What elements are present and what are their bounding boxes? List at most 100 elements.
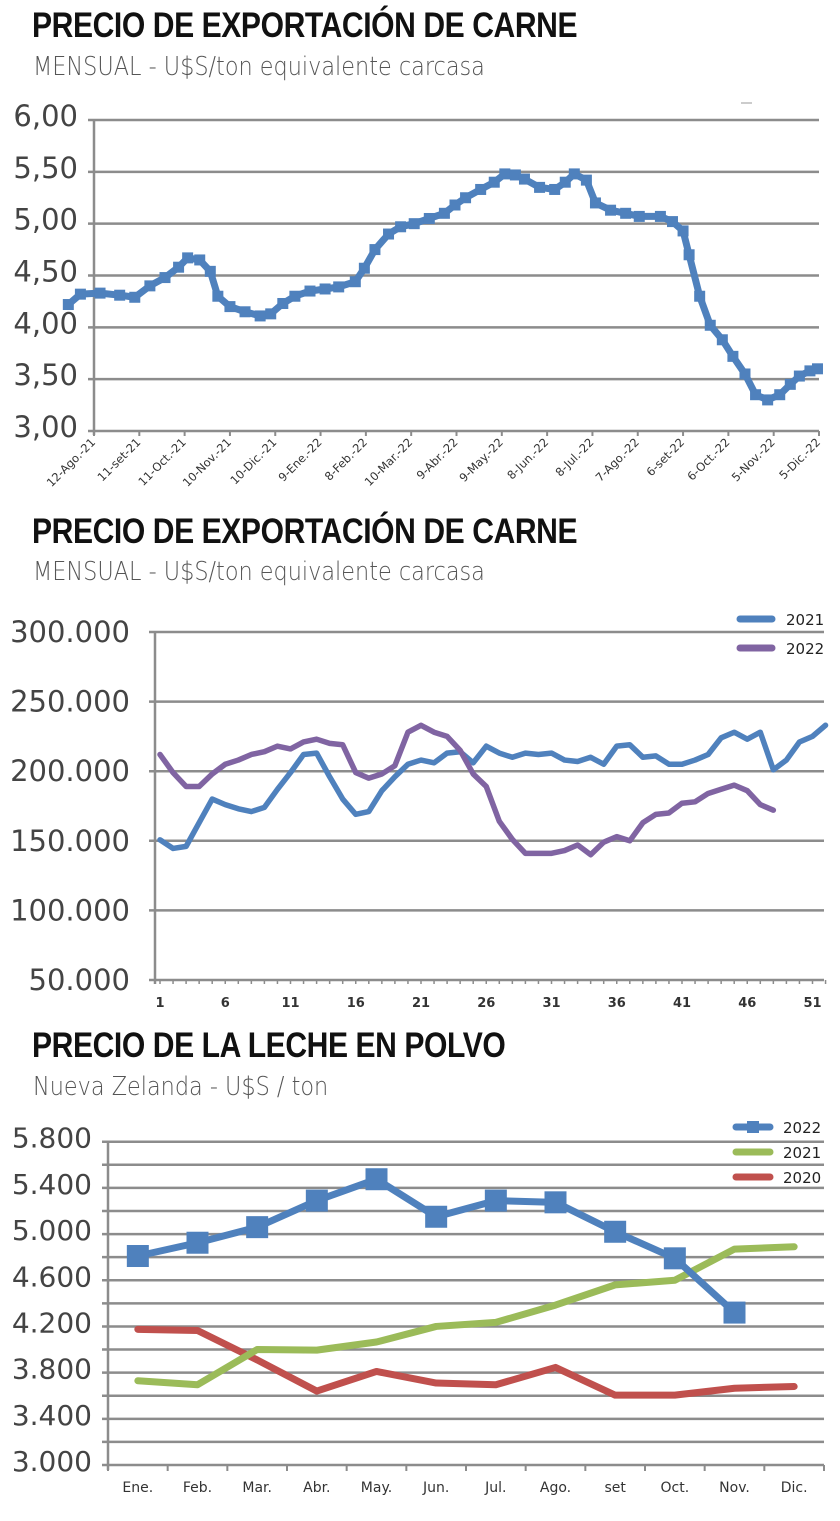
data-point bbox=[683, 249, 695, 261]
y-tick-label: 3,00 bbox=[13, 410, 78, 444]
data-point bbox=[129, 291, 141, 303]
data-point bbox=[666, 216, 678, 228]
data-point bbox=[408, 218, 420, 230]
chart1-beef-export-price: 6,005,505,004,504,003,503,0012-Ago.-2111… bbox=[13, 99, 823, 490]
data-point bbox=[589, 197, 601, 209]
x-tick-label: Jun. bbox=[422, 1480, 449, 1496]
series-line-2022 bbox=[157, 722, 777, 858]
data-point bbox=[349, 276, 361, 288]
data-point bbox=[488, 176, 500, 188]
chart3-subtitle: Nueva Zelanda - U$S / ton bbox=[33, 1072, 329, 1102]
legend-label-2022: 2022 bbox=[786, 640, 824, 658]
data-point bbox=[580, 174, 592, 186]
y-tick-label: 200.000 bbox=[10, 754, 130, 788]
data-point bbox=[423, 212, 435, 224]
y-tick-label: 4,00 bbox=[13, 306, 78, 340]
x-tick-label: 31 bbox=[542, 996, 560, 1011]
x-tick-label: 21 bbox=[412, 996, 430, 1011]
x-tick-label: Jul. bbox=[484, 1480, 506, 1496]
data-point bbox=[212, 290, 224, 302]
data-point-2022 bbox=[604, 1220, 627, 1243]
data-point bbox=[811, 363, 823, 375]
data-point bbox=[159, 272, 171, 284]
x-tick-label: 41 bbox=[673, 996, 691, 1011]
chart2-beef-export-weekly: 300.000 250.000 200.000 150.000 100.000 50.00… bbox=[10, 611, 829, 1011]
data-point bbox=[395, 221, 407, 233]
data-point bbox=[499, 168, 511, 180]
data-point bbox=[224, 301, 236, 313]
y-tick-label: 5.000 bbox=[12, 1214, 92, 1247]
data-point bbox=[475, 183, 487, 195]
chart2-subtitle: MENSUAL - U$S/ton equivalente carcasa bbox=[33, 557, 485, 587]
data-point bbox=[509, 169, 521, 181]
y-tick-label: 3.000 bbox=[12, 1445, 92, 1478]
data-point bbox=[727, 350, 739, 362]
x-tick-label: set bbox=[604, 1480, 626, 1496]
chart3-title: PRECIO DE LA LECHE EN POLVO bbox=[32, 1026, 506, 1065]
data-point bbox=[784, 378, 796, 390]
legend-label-2021: 2021 bbox=[786, 611, 824, 629]
data-point bbox=[438, 207, 450, 219]
y-tick-label: 100.000 bbox=[10, 893, 130, 927]
y-tick-label: 5.400 bbox=[12, 1168, 92, 1201]
y-tick-label: 5.800 bbox=[12, 1122, 92, 1155]
data-point-2022 bbox=[663, 1247, 686, 1270]
y-tick-label: 3,50 bbox=[13, 358, 78, 392]
data-point bbox=[277, 297, 289, 309]
legend-label-2020: 2020 bbox=[783, 1169, 821, 1187]
data-point bbox=[254, 310, 266, 322]
data-point bbox=[460, 192, 472, 204]
data-point-2022 bbox=[305, 1189, 328, 1212]
x-tick-label: Ene. bbox=[122, 1480, 153, 1496]
data-point bbox=[289, 290, 301, 302]
x-tick-label: Mar. bbox=[242, 1480, 272, 1496]
data-point bbox=[304, 285, 316, 297]
data-point-2022 bbox=[186, 1231, 209, 1254]
data-point bbox=[677, 225, 689, 237]
legend-label-2021: 2021 bbox=[783, 1144, 821, 1162]
data-point bbox=[383, 228, 395, 240]
data-point bbox=[568, 168, 580, 180]
x-tick-label: 51 bbox=[803, 996, 821, 1011]
data-point bbox=[333, 281, 345, 293]
chart2-title: PRECIO DE EXPORTACIÓN DE CARNE bbox=[32, 512, 578, 551]
x-tick-label: May. bbox=[361, 1480, 392, 1496]
data-point-2022 bbox=[246, 1216, 269, 1239]
data-point bbox=[654, 210, 666, 222]
chart1-subtitle: MENSUAL - U$S/ton equivalente carcasa bbox=[33, 52, 485, 82]
data-point bbox=[704, 319, 716, 331]
y-tick-label: 150.000 bbox=[10, 824, 130, 858]
x-tick-label: Oct. bbox=[661, 1480, 690, 1496]
data-point bbox=[62, 299, 74, 311]
y-tick-label: 4,50 bbox=[13, 255, 78, 289]
data-point-2022 bbox=[126, 1245, 149, 1268]
data-point bbox=[804, 365, 816, 377]
data-point-2022 bbox=[425, 1205, 448, 1228]
x-tick-label: 16 bbox=[347, 996, 365, 1011]
data-point-2022 bbox=[484, 1189, 507, 1212]
data-point-2022 bbox=[544, 1191, 567, 1214]
data-point bbox=[239, 306, 251, 318]
y-tick-label: 5,50 bbox=[13, 151, 78, 185]
chart1-title: PRECIO DE EXPORTACIÓN DE CARNE bbox=[32, 6, 578, 45]
data-point bbox=[94, 287, 106, 299]
x-tick-label: 36 bbox=[608, 996, 626, 1011]
data-point bbox=[549, 183, 561, 195]
x-tick-label: 26 bbox=[477, 996, 495, 1011]
y-tick-label: 4.200 bbox=[12, 1306, 92, 1339]
y-tick-label: 6,00 bbox=[13, 99, 78, 133]
series-line-2021 bbox=[157, 722, 829, 852]
data-point-2022 bbox=[365, 1168, 388, 1191]
data-point bbox=[620, 207, 632, 219]
data-point bbox=[716, 334, 728, 346]
data-point bbox=[534, 181, 546, 193]
x-tick-label: 1 bbox=[155, 996, 164, 1011]
series-line-2022 bbox=[134, 1175, 738, 1317]
data-point-2022 bbox=[723, 1301, 746, 1324]
data-point bbox=[793, 370, 805, 382]
x-tick-label: Abr. bbox=[303, 1480, 330, 1496]
data-point bbox=[750, 389, 762, 401]
data-point bbox=[74, 288, 86, 300]
y-tick-label: 50.000 bbox=[29, 963, 130, 997]
